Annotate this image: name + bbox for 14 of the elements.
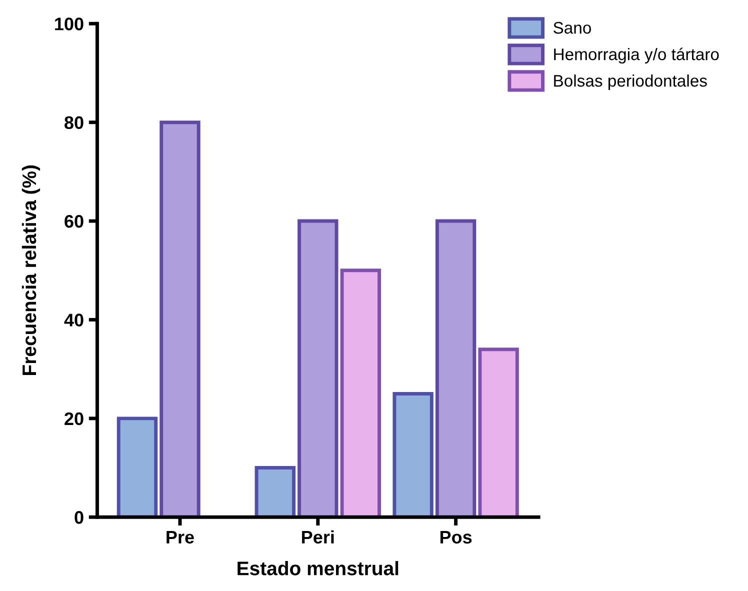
legend-label: Sano bbox=[554, 22, 591, 34]
x-tick-label: Pre bbox=[166, 530, 194, 544]
x-tick-label: Peri bbox=[302, 530, 334, 544]
y-tick-label: 0 bbox=[74, 511, 84, 524]
y-axis-title: Frecuencia relativa (%) bbox=[22, 165, 40, 375]
legend-label: Hemorragia y/o tártaro bbox=[554, 48, 719, 64]
y-tick-label: 20 bbox=[64, 412, 84, 426]
x-tick-label: Pos bbox=[440, 530, 472, 544]
y-tick-label: 100 bbox=[55, 18, 84, 30]
x-axis-title: Estado menstrual bbox=[238, 561, 398, 576]
legend-label: Bolsas periodontales bbox=[554, 74, 707, 90]
y-tick-label: 60 bbox=[64, 214, 84, 228]
y-tick-label: 80 bbox=[64, 116, 84, 130]
y-tick-label: 40 bbox=[64, 314, 84, 326]
